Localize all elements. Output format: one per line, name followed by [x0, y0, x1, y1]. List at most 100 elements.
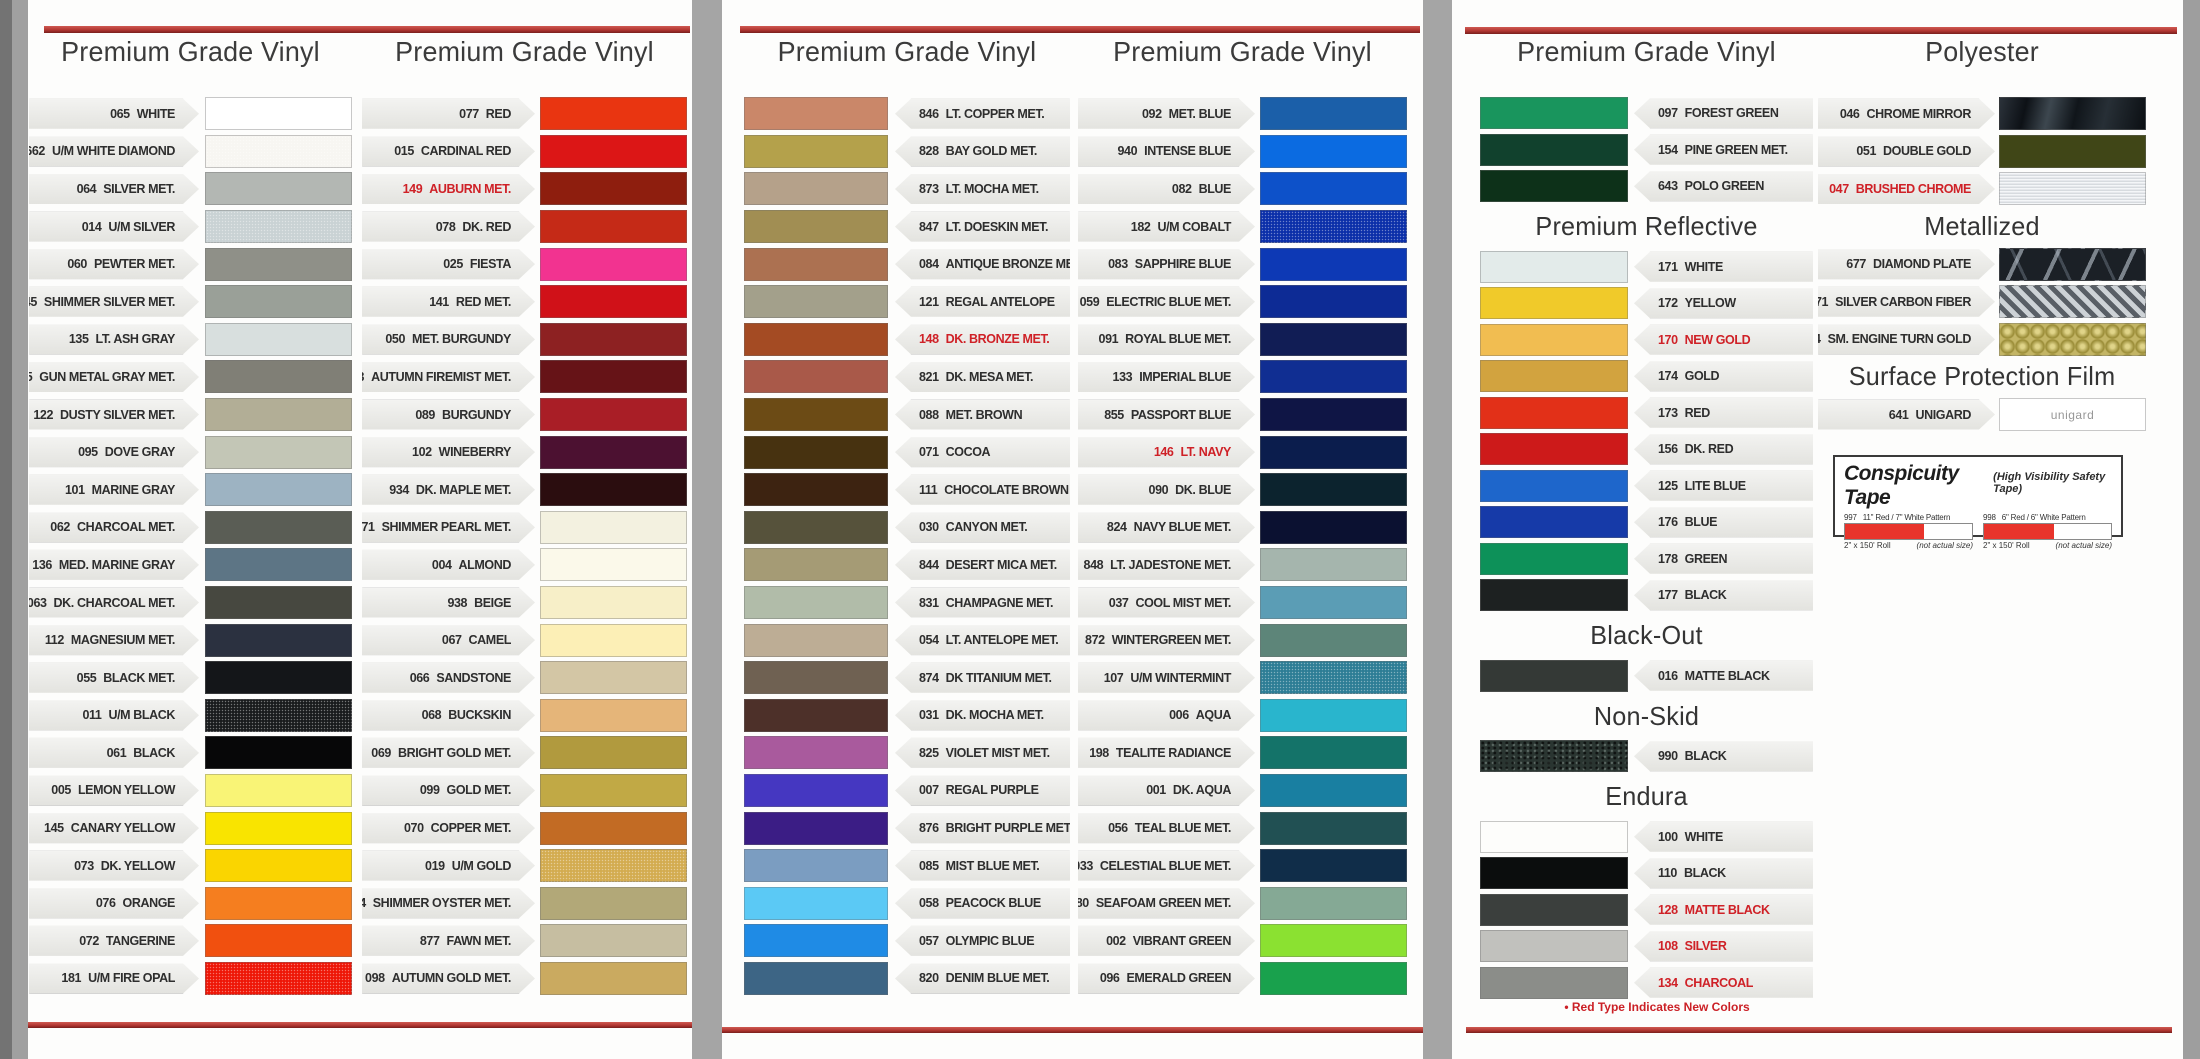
color-code: 065 [110, 106, 130, 121]
color-label-text: 078 DK. RED [436, 220, 511, 234]
color-swatch [744, 247, 888, 281]
color-label-text: 122 DUSTY SILVER MET. [33, 408, 175, 422]
column-header: Premium Grade Vinyl [1113, 36, 1372, 67]
swatch-row: 149 AUBURN MET. [362, 170, 687, 208]
swatch-row: 063 DK. CHARCOAL MET. [29, 584, 352, 622]
color-swatch [1260, 398, 1407, 432]
color-label: 002 VIBRANT GREEN [1078, 926, 1255, 956]
color-label: 170 NEW GOLD [1634, 324, 1813, 355]
conspicuity-specs: 997 11" Red / 7" White Pattern 2" x 150' R… [1844, 513, 2112, 550]
color-label: 181 U/M FIRE OPAL [29, 963, 199, 993]
swatch-row: 068 BUCKSKIN [362, 697, 687, 735]
color-label: 076 ORANGE [29, 888, 199, 918]
swatch-row: 641 UNIGARD unigard [1818, 396, 2146, 434]
color-label: 844 DESERT MICA MET. [895, 549, 1070, 580]
color-name: GUN METAL GRAY MET. [39, 369, 175, 384]
color-label: 031 DK. MOCHA MET. [895, 700, 1070, 731]
swatch-row: 848 LT. JADESTONE MET. [1078, 546, 1407, 584]
swatch-row: 645 SHIMMER SILVER MET. [29, 283, 352, 321]
tape-bottom-row: 2" x 150' Roll (not actual size) [1983, 541, 2112, 550]
color-label-text: 092 MET. BLUE [1142, 107, 1231, 121]
color-swatch [205, 736, 352, 770]
swatch-row: 136 MED. MARINE GRAY [29, 546, 352, 584]
top-rule-red [740, 26, 1420, 33]
swatch-row: 098 AUTUMN GOLD MET. [362, 960, 687, 998]
color-label-text: 874 DK TITANIUM MET. [919, 671, 1052, 685]
column-header: Polyester [1925, 36, 2039, 67]
color-name: BLUE [1684, 515, 1718, 530]
color-label: 088 MET. BROWN [895, 399, 1070, 430]
color-name: IMPERIAL BLUE [1139, 369, 1231, 384]
color-label: 056 TEAL BLUE MET. [1078, 813, 1255, 843]
swatch-row: 148 DK. BRONZE MET. [744, 321, 1070, 359]
color-label: 848 LT. JADESTONE MET. [1078, 550, 1255, 580]
color-label-text: 149 AUBURN MET. [403, 182, 511, 196]
color-code: 085 [919, 858, 939, 873]
color-swatch [1480, 323, 1628, 356]
color-label-text: 112 MAGNESIUM MET. [45, 633, 175, 647]
color-label: 198 TEALITE RADIANCE [1078, 738, 1255, 768]
color-code: 095 [78, 445, 98, 460]
swatch-row: 077 RED [362, 95, 687, 133]
tape-sample-bar [1983, 523, 2112, 540]
color-name: U/M SILVER [108, 219, 175, 234]
swatch-row: 198 TEALITE RADIANCE [1078, 734, 1407, 772]
color-swatch [205, 134, 352, 168]
color-label: 172 YELLOW [1634, 288, 1813, 319]
color-label: 064 SILVER MET. [29, 174, 199, 204]
color-code: 091 [1098, 332, 1119, 347]
color-name: COCOA [945, 445, 991, 460]
color-swatch [1260, 773, 1407, 807]
swatch-row: 080 SEAFOAM GREEN MET. [1078, 884, 1407, 922]
color-label-text: 100 WHITE [1658, 830, 1723, 844]
color-swatch [205, 97, 352, 131]
color-label-text: 824 NAVY BLUE MET. [1107, 520, 1231, 534]
section-title: Endura [1605, 781, 1688, 811]
swatch-row: 176 BLUE [1480, 504, 1813, 541]
color-label: 677 DIAMOND PLATE [1818, 249, 1995, 279]
swatch-column: 046 CHROME MIRROR 051 DOUBLE GOLD 047 BRUSHED… [1818, 95, 2146, 433]
swatch-row: 033 CELESTIAL BLUE MET. [1078, 847, 1407, 885]
tape-pattern-text: 11" Red / 7" White Pattern [1862, 513, 1951, 522]
color-swatch [1480, 97, 1628, 130]
color-code: 844 [919, 557, 939, 572]
color-code: 059 [1079, 294, 1100, 309]
swatch-row: 938 BEIGE [362, 584, 687, 622]
color-swatch [540, 398, 687, 432]
color-label: 645 SHIMMER SILVER MET. [29, 287, 199, 317]
color-label-text: 136 MED. MARINE GRAY [32, 558, 175, 572]
color-name: LT. ANTELOPE MET. [945, 633, 1059, 648]
color-label: 089 BURGUNDY [362, 400, 535, 430]
color-label-text: 090 DK. BLUE [1149, 483, 1231, 497]
color-label: 125 LITE BLUE [1634, 470, 1813, 501]
color-name: ELECTRIC BLUE MET. [1106, 294, 1231, 309]
tape-pattern-text: 6" Red / 6" White Pattern [2001, 513, 2086, 522]
color-label: 148 DK. BRONZE MET. [895, 324, 1070, 355]
color-name: MATTE BLACK [1684, 668, 1770, 683]
swatch-row: 006 AQUA [1078, 697, 1407, 735]
color-label-text: 873 LT. MOCHA MET. [919, 182, 1039, 196]
color-swatch [744, 285, 888, 319]
color-swatch [540, 97, 687, 131]
color-swatch [1999, 97, 2146, 131]
swatch-row: 051 DOUBLE GOLD [1818, 133, 2146, 171]
color-name: DIAMOND PLATE [1872, 257, 1971, 272]
color-code: 662 [25, 144, 45, 159]
color-name: CANYON MET. [945, 520, 1028, 535]
color-name: DK. AQUA [1172, 783, 1231, 798]
color-name: OLYMPIC BLUE [945, 933, 1035, 948]
color-label-text: 133 IMPERIAL BLUE [1113, 370, 1231, 384]
tape-bottom-row: 2" x 150' Roll (not actual size) [1844, 541, 1973, 550]
color-code: 643 [1658, 179, 1678, 194]
color-swatch [205, 698, 352, 732]
color-label-text: 054 LT. ANTELOPE MET. [919, 633, 1059, 648]
color-swatch [205, 773, 352, 807]
color-label: 178 GREEN [1634, 543, 1813, 574]
color-name: SILVER MET. [103, 181, 175, 196]
swatch-row: 004 ALMOND [362, 546, 687, 584]
color-name: MATTE BLACK [1684, 902, 1770, 917]
color-name: FAWN MET. [446, 933, 511, 948]
color-swatch [540, 849, 687, 883]
color-label: 831 CHAMPAGNE MET. [895, 587, 1070, 618]
color-code: 848 [1083, 557, 1104, 572]
